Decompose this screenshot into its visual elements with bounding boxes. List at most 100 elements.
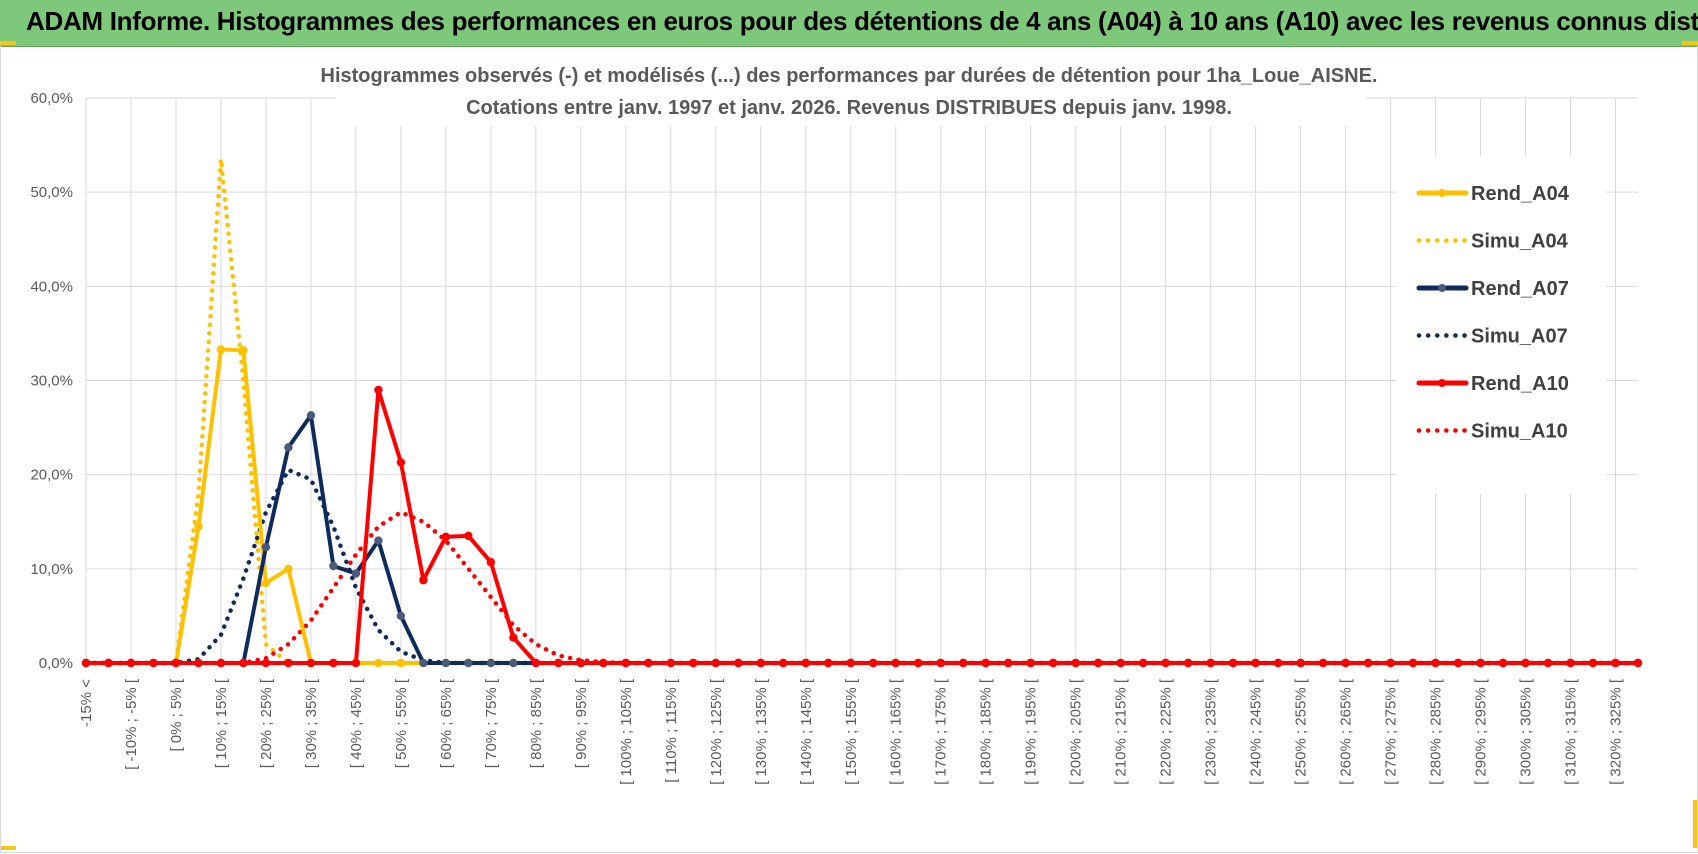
data-point-rend_a10	[936, 658, 945, 668]
data-point-rend_a10	[1363, 658, 1373, 668]
data-point-rend_a04	[261, 578, 271, 588]
x-tick-label: [ 150% ; 155% [	[843, 678, 860, 785]
series-line-simu_a10	[83, 510, 1641, 666]
data-point-rend_a10	[1251, 658, 1260, 668]
data-point-rend_a04	[374, 658, 383, 668]
x-tick-label: [ 260% ; 265% [	[1338, 678, 1355, 785]
x-tick-label: [ 110% ; 115% [	[663, 678, 680, 783]
x-tick-label: [ -10% ; -5% [	[123, 678, 140, 770]
data-point-rend_a10	[1431, 658, 1440, 668]
data-point-rend_a07	[464, 658, 473, 668]
data-point-rend_a10	[216, 658, 226, 668]
series-line-simu_a07	[83, 467, 1641, 666]
legend-background	[1396, 156, 1606, 494]
data-point-rend_a10	[1498, 658, 1508, 668]
data-point-rend_a04	[396, 658, 406, 668]
data-point-rend_a10	[554, 658, 563, 668]
data-point-rend_a10	[1318, 658, 1328, 668]
chart-area: Histogrammes observés (-) et modélisés (…	[0, 46, 1698, 853]
x-tick-label: [ 300% ; 305% [	[1518, 678, 1535, 785]
x-tick-label: [ 240% ; 245% [	[1248, 678, 1265, 785]
data-point-rend_a10	[351, 658, 361, 668]
x-tick-label: [ 250% ; 255% [	[1293, 678, 1310, 785]
data-point-rend_a10	[666, 658, 676, 668]
data-point-rend_a10	[846, 658, 855, 668]
data-point-rend_a10	[1543, 658, 1553, 668]
x-tick-label: [ 90% ; 95% [	[573, 678, 590, 768]
x-tick-label: [ 80% ; 85% [	[528, 678, 545, 768]
data-point-rend_a10	[486, 558, 496, 567]
data-point-rend_a10	[104, 658, 113, 668]
x-tick-label: [ 70% ; 75% [	[483, 678, 500, 768]
data-point-rend_a10	[599, 658, 608, 668]
data-point-rend_a10	[261, 658, 271, 668]
x-tick-label: [ 20% ; 25% [	[258, 678, 275, 768]
data-point-rend_a10	[959, 658, 968, 668]
data-point-rend_a10	[284, 658, 293, 668]
legend-marker	[1438, 379, 1446, 387]
data-point-rend_a10	[644, 658, 653, 668]
data-point-rend_a07	[441, 658, 451, 668]
data-point-rend_a07	[374, 536, 383, 545]
data-point-rend_a10	[621, 658, 631, 668]
x-tick-label: [ 130% ; 135% [	[753, 678, 770, 785]
data-point-rend_a10	[1071, 658, 1080, 668]
data-point-rend_a10	[914, 658, 923, 668]
x-tick-label: [ 210% ; 215% [	[1113, 678, 1130, 785]
data-point-rend_a10	[1161, 658, 1170, 668]
data-point-rend_a10	[1566, 658, 1575, 668]
data-point-rend_a10	[891, 658, 900, 668]
data-point-rend_a10	[1296, 658, 1305, 668]
data-point-rend_a10	[1453, 658, 1463, 668]
corner-accent-top-right	[1682, 41, 1698, 45]
data-point-rend_a04	[216, 345, 226, 354]
data-point-rend_a10	[126, 658, 136, 668]
data-point-rend_a04	[284, 564, 293, 574]
data-point-rend_a07	[329, 561, 338, 571]
y-tick-label: 10,0%	[30, 561, 73, 578]
x-tick-label: [ 310% ; 315% [	[1563, 678, 1580, 785]
data-point-rend_a10	[1026, 658, 1035, 668]
x-tick-label: [ 10% ; 15% [	[213, 678, 230, 768]
data-point-rend_a10	[509, 633, 518, 642]
x-tick-label: [ 270% ; 275% [	[1383, 678, 1400, 785]
x-axis-ticks: -15% < [ -10% ; -5% [[ 0% ; 5% [[ 10% ; 1…	[78, 678, 1625, 785]
y-axis-ticks: 0,0% 10,0% 20,0% 30,0% 40,0% 50,0% 60,0%	[30, 90, 73, 672]
data-point-rend_a10	[329, 658, 338, 668]
data-point-rend_a10	[1183, 658, 1193, 668]
data-point-rend_a10	[194, 658, 203, 668]
x-tick-label: [ 0% ; 5% [	[168, 678, 185, 751]
x-tick-label: [ 230% ; 235% [	[1203, 678, 1220, 785]
data-point-rend_a10	[531, 658, 541, 668]
report-header: ADAM Informe. Histogrammes des performan…	[0, 0, 1698, 47]
data-point-rend_a10	[756, 658, 765, 668]
data-point-rend_a10	[1633, 658, 1643, 668]
report-title: ADAM Informe. Histogrammes des performan…	[26, 6, 1698, 36]
data-point-rend_a10	[374, 385, 383, 395]
x-tick-label: [ 290% ; 295% [	[1473, 678, 1490, 785]
data-point-rend_a10	[239, 658, 248, 668]
data-point-rend_a10	[734, 658, 743, 668]
legend-marker	[1438, 189, 1446, 197]
x-tick-label: [ 220% ; 225% [	[1158, 678, 1175, 785]
x-tick-label: [ 100% ; 105% [	[618, 678, 635, 785]
data-point-rend_a10	[779, 658, 788, 668]
data-point-rend_a10	[1273, 658, 1283, 668]
x-tick-label: [ 170% ; 175% [	[933, 678, 950, 785]
x-tick-label: [ 280% ; 285% [	[1428, 678, 1445, 785]
y-tick-label: 0,0%	[39, 655, 73, 672]
legend-label-rend_a04: Rend_A04	[1471, 183, 1570, 205]
data-point-rend_a10	[1476, 658, 1485, 668]
corner-accent-bottom-left	[0, 846, 16, 850]
legend-label-simu_a07: Simu_A07	[1471, 326, 1568, 348]
data-point-rend_a10	[1048, 658, 1058, 668]
data-point-rend_a10	[689, 658, 698, 668]
corner-accent-right-bar	[1693, 800, 1697, 848]
corner-accent-top-left	[0, 41, 16, 45]
x-tick-label: [ 50% ; 55% [	[393, 678, 410, 768]
data-point-rend_a10	[1521, 658, 1530, 668]
data-point-rend_a10	[801, 658, 810, 668]
data-point-rend_a10	[306, 658, 316, 668]
chart-title-background	[336, 58, 1366, 126]
chart-title: Histogrammes observés (-) et modélisés (…	[321, 58, 1377, 126]
